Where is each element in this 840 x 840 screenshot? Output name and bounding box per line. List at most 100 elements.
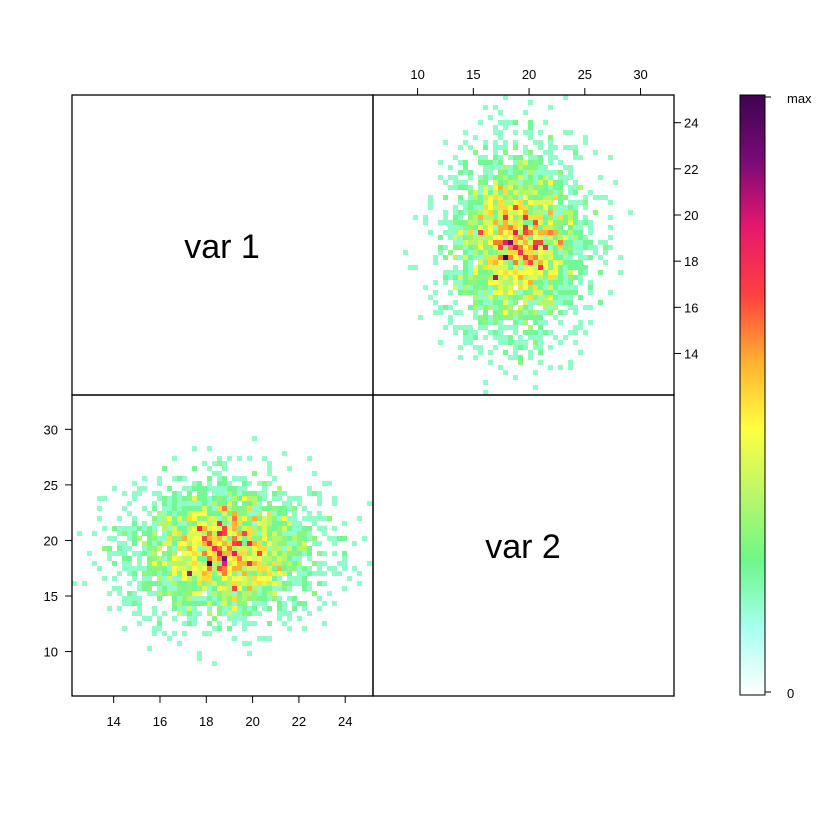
density-cell (302, 546, 307, 551)
density-cell (222, 561, 227, 566)
density-cell (192, 621, 197, 626)
density-cell (147, 586, 152, 591)
density-cell (463, 265, 468, 270)
density-cell (112, 526, 117, 531)
density-cell (227, 516, 232, 521)
density-cell (538, 165, 543, 170)
density-cell (413, 265, 418, 270)
density-cell (488, 185, 493, 190)
density-cell (563, 195, 568, 200)
density-cell (493, 200, 498, 205)
density-cell (463, 270, 468, 275)
density-cell (448, 315, 453, 320)
density-cell (242, 556, 247, 561)
density-cell (292, 551, 297, 556)
density-cell (488, 275, 493, 280)
density-cell (167, 521, 172, 526)
density-cell (317, 511, 322, 516)
density-cell (518, 320, 523, 325)
density-cell (523, 340, 528, 345)
density-cell (453, 155, 458, 160)
density-cell (518, 250, 523, 255)
density-cell (187, 596, 192, 601)
density-cell (177, 496, 182, 501)
density-cell (237, 496, 242, 501)
density-cell (513, 300, 518, 305)
density-cell (443, 325, 448, 330)
density-cell (508, 335, 513, 340)
density-cell (237, 616, 242, 621)
density-cell (608, 200, 613, 205)
density-cell (478, 285, 483, 290)
density-cell (558, 195, 563, 200)
density-cell (513, 190, 518, 195)
density-cell (523, 215, 528, 220)
density-cell (162, 521, 167, 526)
density-cell (257, 541, 262, 546)
density-cell (207, 576, 212, 581)
density-cell (312, 591, 317, 596)
density-cell (538, 145, 543, 150)
density-cell (443, 255, 448, 260)
density-cell (297, 556, 302, 561)
density-cell (463, 325, 468, 330)
density-cell (177, 611, 182, 616)
density-cell (217, 596, 222, 601)
density-cell (132, 591, 137, 596)
density-cell (558, 290, 563, 295)
density-cell (518, 225, 523, 230)
density-cell (568, 215, 573, 220)
density-cell (473, 355, 478, 360)
density-cell (568, 265, 573, 270)
density-cell (282, 586, 287, 591)
density-cell (483, 280, 488, 285)
density-cell (232, 526, 237, 531)
density-cell (508, 195, 513, 200)
axis-tick-label: 20 (245, 714, 259, 729)
density-cell (257, 571, 262, 576)
density-cell (137, 606, 142, 611)
density-cell (443, 210, 448, 215)
density-cell (563, 230, 568, 235)
density-cell (543, 255, 548, 260)
density-cell (528, 250, 533, 255)
density-cell (578, 280, 583, 285)
density-cell (553, 290, 558, 295)
density-cell (157, 476, 162, 481)
density-cell (292, 496, 297, 501)
density-cell (533, 250, 538, 255)
density-cell (483, 105, 488, 110)
density-cell (192, 576, 197, 581)
density-cell (513, 280, 518, 285)
density-cell (182, 606, 187, 611)
density-cell (488, 285, 493, 290)
density-cell (568, 290, 573, 295)
density-cell (468, 205, 473, 210)
density-cell (252, 511, 257, 516)
density-cell (503, 340, 508, 345)
density-cell (503, 270, 508, 275)
density-cell (222, 601, 227, 606)
density-cell (533, 230, 538, 235)
density-cell (202, 486, 207, 491)
density-cell (593, 195, 598, 200)
density-cell (553, 185, 558, 190)
density-cell (277, 516, 282, 521)
density-cell (227, 526, 232, 531)
density-cell (182, 541, 187, 546)
density-cell (282, 521, 287, 526)
density-cell (232, 591, 237, 596)
density-cell (513, 375, 518, 380)
density-cell (187, 511, 192, 516)
density-cell (262, 636, 267, 641)
density-cell (583, 220, 588, 225)
density-cell (132, 541, 137, 546)
density-cell (498, 250, 503, 255)
density-cell (493, 220, 498, 225)
density-cell (528, 355, 533, 360)
density-cell (468, 230, 473, 235)
density-cell (523, 225, 528, 230)
axis-tick-label: 22 (684, 162, 698, 177)
density-cell (297, 501, 302, 506)
density-cell (112, 551, 117, 556)
